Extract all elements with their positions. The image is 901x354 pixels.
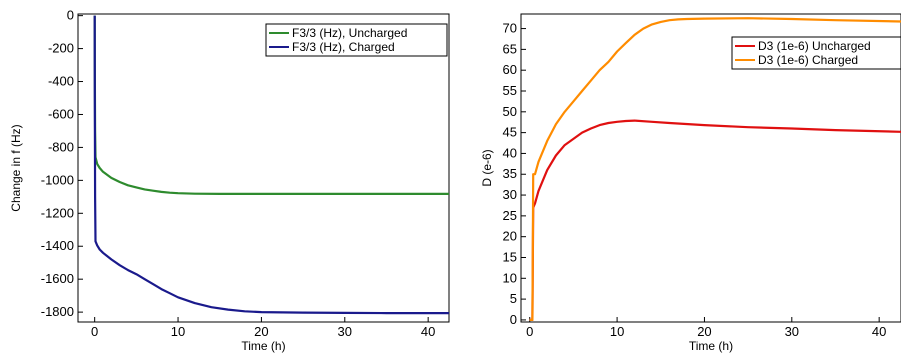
y-tick-label: -1000 <box>41 172 74 187</box>
x-tick-label: 30 <box>338 324 352 339</box>
series-line-2 <box>93 15 449 315</box>
y-tick-label: 55 <box>503 83 517 98</box>
x-axis-label: Time (h) <box>689 339 733 353</box>
x-axis-label: Time (h) <box>241 339 285 353</box>
series-line-1 <box>529 119 901 321</box>
plot-frame <box>77 13 450 323</box>
y-tick-label: -1600 <box>41 271 74 286</box>
y-tick-label: 45 <box>503 125 517 140</box>
y-tick-label: 25 <box>503 208 517 223</box>
x-tick-label: 20 <box>254 324 268 339</box>
x-tick-label: 40 <box>872 324 886 339</box>
y-tick-label: 0 <box>510 312 517 327</box>
y-tick-label: 50 <box>503 104 517 119</box>
chart-panel-2: 0 5 10 15 20 25 30 35 40 45 50 55 60 65 70 0 10 20 30 40 Tim… <box>480 13 901 353</box>
chart-panel-1: 0 -200 -400 -600 -800 -1000 -1200 -1400 -1600 -18… <box>9 8 450 353</box>
x-tick-label: 10 <box>610 324 624 339</box>
y-tick-label: 5 <box>510 291 517 306</box>
x-tick-label: 30 <box>785 324 799 339</box>
x-tick-label: 40 <box>421 324 435 339</box>
y-axis-label: D (e-6) <box>480 149 494 186</box>
y-tick-label: 40 <box>503 145 517 160</box>
x-tick-label: 0 <box>91 324 98 339</box>
y-tick-label: -600 <box>48 106 74 121</box>
y-tick-label: 65 <box>503 41 517 56</box>
legend-label: F3/3 (Hz), Uncharged <box>292 26 407 40</box>
y-tick-label: 60 <box>503 62 517 77</box>
y-tick-label: -400 <box>48 74 74 89</box>
x-tick-label: 20 <box>697 324 711 339</box>
legend-label: F3/3 (Hz), Charged <box>292 40 395 54</box>
y-tick-label: 30 <box>503 187 517 202</box>
y-tick-label: -200 <box>48 41 74 56</box>
y-tick-label: -1200 <box>41 205 74 220</box>
x-tick-label: 0 <box>526 324 533 339</box>
series-line-1 <box>93 15 449 195</box>
legend-box <box>265 23 448 57</box>
y-tick-label: 20 <box>503 229 517 244</box>
y-tick-label: 0 <box>67 8 74 23</box>
y-tick-label: -1400 <box>41 238 74 253</box>
legend-box <box>731 36 901 70</box>
y-tick-label: 70 <box>503 21 517 36</box>
x-tick-label: 10 <box>171 324 185 339</box>
y-tick-label: -800 <box>48 139 74 154</box>
legend-label: D3 (1e-6) Uncharged <box>758 39 871 53</box>
legend-label: D3 (1e-6) Charged <box>758 53 858 67</box>
y-tick-label: 35 <box>503 166 517 181</box>
y-tick-label: 10 <box>503 270 517 285</box>
y-axis-label: Change in f (Hz) <box>9 124 23 211</box>
y-tick-label: -1800 <box>41 304 74 319</box>
series-line-2 <box>529 17 901 321</box>
y-tick-label: 15 <box>503 249 517 264</box>
